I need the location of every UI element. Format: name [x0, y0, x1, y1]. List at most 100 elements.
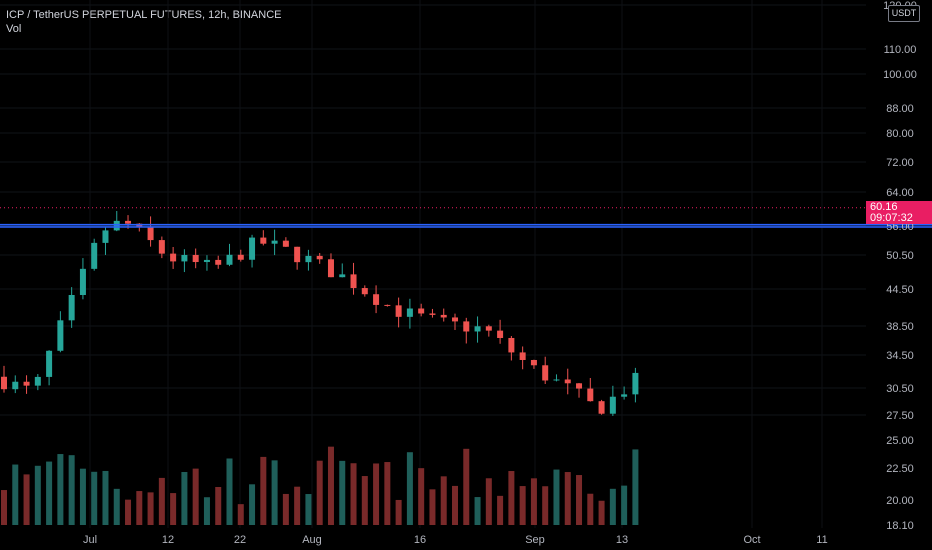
- bar-countdown: 09:07:32: [870, 212, 913, 224]
- candle-body: [158, 240, 165, 254]
- chart-title: ICP / TetherUS PERPETUAL FUTURES, 12h, B…: [6, 9, 282, 21]
- volume-bar: [576, 475, 583, 525]
- volume-bar: [12, 464, 19, 525]
- candle-body: [226, 254, 233, 265]
- volume-bar: [91, 471, 98, 525]
- candle-body: [395, 305, 402, 317]
- volume-bar: [136, 491, 143, 525]
- volume-bar: [440, 476, 447, 525]
- price-tick-label: 18.10: [886, 520, 914, 532]
- candle-body: [271, 240, 278, 244]
- price-axis: 120.00110.00100.0088.0080.0072.0064.0056…: [883, 0, 917, 532]
- volume-bar: [530, 478, 537, 525]
- price-tick-label: 72.00: [886, 157, 914, 169]
- volume-bar: [102, 470, 109, 525]
- volume-bar: [125, 499, 132, 525]
- volume-bar: [305, 494, 312, 525]
- volume-bar: [609, 488, 616, 525]
- price-tick-label: 50.50: [886, 250, 914, 262]
- volume-bar: [474, 497, 481, 525]
- time-tick-label: Aug: [302, 534, 322, 546]
- candle-body: [418, 308, 425, 314]
- drawings: [0, 207, 932, 228]
- volume-bar: [113, 488, 120, 525]
- volume-bar: [34, 465, 41, 525]
- volume-bars: [1, 446, 639, 525]
- candle-body: [609, 396, 616, 414]
- candle-body: [485, 326, 492, 331]
- price-tick-label: 100.00: [883, 69, 917, 81]
- candle-body: [519, 352, 526, 360]
- time-tick-label: 16: [414, 534, 426, 546]
- candle-body: [452, 317, 458, 322]
- volume-bar: [260, 456, 267, 525]
- price-tick-label: 38.50: [886, 321, 914, 333]
- price-tick-label: 25.00: [886, 435, 914, 447]
- candlesticks: [1, 211, 639, 416]
- time-tick-label: 22: [234, 534, 246, 546]
- volume-bar: [237, 504, 244, 525]
- volume-bar: [215, 487, 222, 525]
- volume-bar: [339, 460, 346, 525]
- currency-label[interactable]: USDT: [888, 5, 920, 22]
- time-axis: Jul 12 22 Aug 16 Sep 13 Oct 11: [83, 534, 828, 546]
- volume-bar: [57, 454, 64, 525]
- candle-body: [147, 226, 154, 241]
- candle-body: [203, 259, 210, 263]
- price-tick-label: 34.50: [886, 350, 914, 362]
- candle-body: [598, 401, 605, 414]
- volume-bar: [203, 497, 210, 525]
- volume-bar: [147, 492, 154, 525]
- candle-body: [1, 376, 7, 390]
- candle-body: [294, 246, 301, 263]
- candle-body: [406, 308, 413, 317]
- candle-body: [384, 304, 391, 306]
- volume-bar: [406, 452, 413, 525]
- price-tick-label: 88.00: [886, 103, 914, 115]
- volume-bar: [46, 461, 53, 525]
- volume-bar: [316, 460, 323, 525]
- volume-bar: [79, 468, 86, 525]
- candle-body: [621, 394, 628, 397]
- candle-body: [260, 237, 267, 244]
- candle-body: [361, 288, 368, 295]
- time-tick-label: 12: [162, 534, 174, 546]
- candle-body: [237, 254, 244, 260]
- volume-bar: [485, 478, 492, 525]
- volume-bar: [1, 490, 7, 525]
- volume-indicator-label[interactable]: Vol: [6, 23, 22, 35]
- candle-body: [440, 314, 447, 318]
- candle-body: [576, 383, 583, 389]
- candle-body: [46, 350, 53, 377]
- candle-body: [316, 255, 323, 260]
- candle-body: [305, 255, 312, 263]
- candle-body: [170, 253, 177, 262]
- time-tick-label: 13: [616, 534, 628, 546]
- time-tick-label: Oct: [743, 534, 760, 546]
- level-band: [0, 223, 932, 228]
- volume-bar: [373, 463, 380, 525]
- candle-body: [125, 220, 132, 224]
- volume-bar: [384, 462, 391, 525]
- candle-body: [474, 326, 481, 332]
- volume-bar: [632, 449, 639, 525]
- volume-bar: [519, 486, 526, 525]
- candle-body: [23, 381, 30, 386]
- volume-bar: [158, 477, 165, 525]
- volume-bar: [497, 495, 504, 525]
- time-tick-label: 11: [816, 534, 827, 546]
- price-tick-label: 44.50: [886, 284, 914, 296]
- candle-body: [68, 294, 75, 321]
- candle-body: [91, 242, 98, 269]
- candle-body: [350, 274, 357, 289]
- volume-bar: [395, 499, 402, 525]
- volume-bar: [294, 486, 301, 525]
- candle-body: [79, 268, 86, 295]
- volume-bar: [418, 468, 425, 525]
- price-tick-label: 56.00: [886, 221, 914, 233]
- volume-bar: [463, 448, 470, 525]
- candle-body: [57, 320, 64, 351]
- volume-bar: [553, 469, 560, 525]
- volume-bar: [350, 463, 357, 525]
